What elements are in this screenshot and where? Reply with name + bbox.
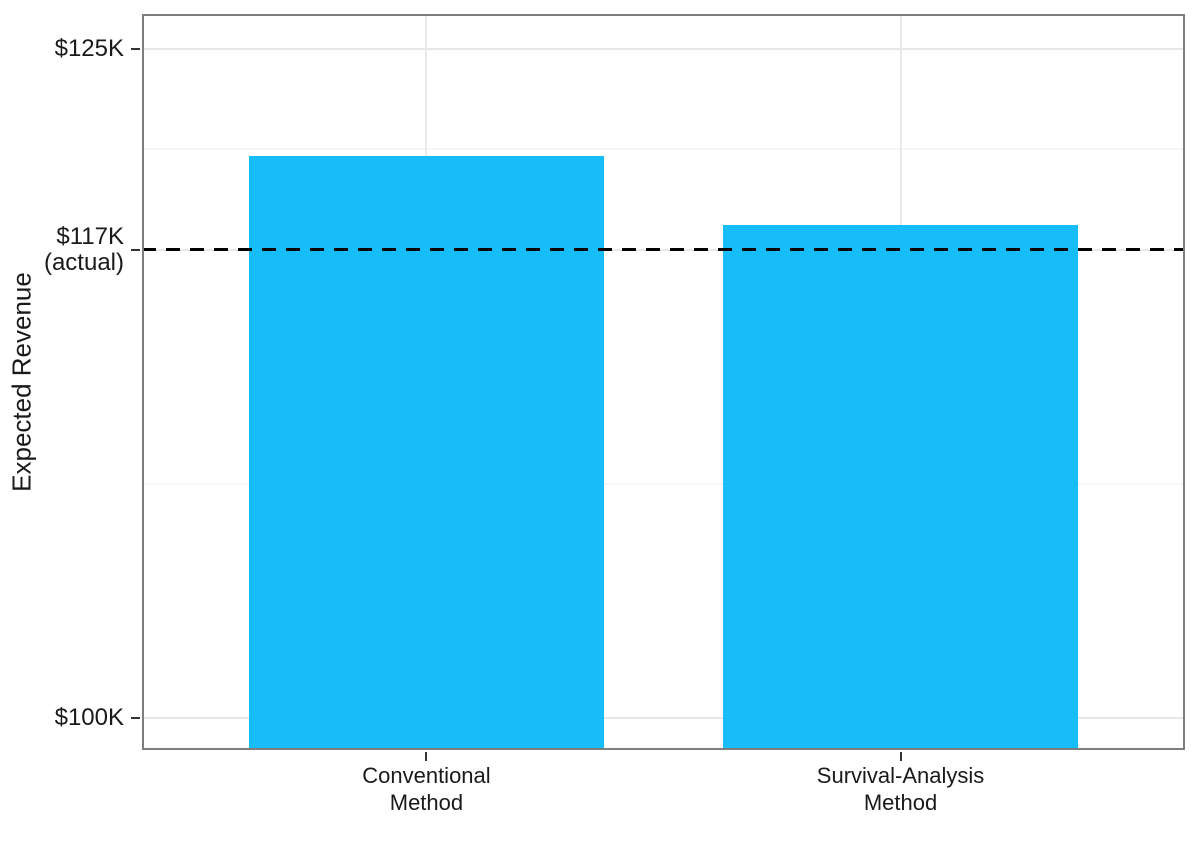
y-tick-mark [131, 716, 140, 719]
bar-1 [248, 155, 605, 750]
plot-panel [142, 14, 1185, 750]
y-tick-mark [131, 248, 140, 251]
y-tick-label: $117K (actual) [43, 222, 124, 276]
x-category-label: Survival-Analysis Method [816, 763, 985, 815]
y-tick-label: $100K [54, 703, 124, 731]
actual-revenue-reference-line [142, 248, 1185, 252]
major-gridline [142, 47, 1185, 50]
y-axis-title: Expected Revenue [6, 272, 37, 492]
major-gridline [142, 716, 1185, 719]
y-tick-mark [131, 47, 140, 50]
x-tick-mark [425, 752, 428, 761]
minor-gridline [142, 148, 1185, 151]
minor-gridline [142, 482, 1185, 485]
x-tick-mark [899, 752, 902, 761]
x-category-label: Conventional Method [362, 763, 491, 815]
y-tick-label: $125K [54, 34, 124, 62]
bar-2 [722, 225, 1079, 750]
